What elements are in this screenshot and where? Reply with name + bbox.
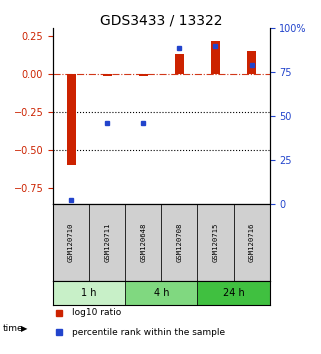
Bar [234, 204, 270, 281]
Text: 1 h: 1 h [81, 288, 97, 298]
Text: time: time [3, 324, 24, 333]
Bar [89, 204, 125, 281]
Text: GSM120711: GSM120711 [104, 223, 110, 262]
Text: GSM120716: GSM120716 [248, 223, 255, 262]
Bar [125, 204, 161, 281]
Text: GSM120708: GSM120708 [176, 223, 182, 262]
Bar [161, 204, 197, 281]
Bar [66, 74, 75, 165]
Bar [139, 74, 148, 75]
Text: 4 h: 4 h [153, 288, 169, 298]
Text: 24 h: 24 h [223, 288, 244, 298]
Bar [53, 204, 89, 281]
Bar [125, 281, 197, 305]
Bar [197, 281, 270, 305]
Bar [247, 51, 256, 74]
Bar [103, 74, 112, 75]
Bar [197, 204, 233, 281]
Text: log10 ratio: log10 ratio [73, 308, 122, 317]
Text: GSM120715: GSM120715 [213, 223, 219, 262]
Text: GSM120648: GSM120648 [140, 223, 146, 262]
Bar [175, 54, 184, 74]
Bar [211, 40, 220, 74]
Title: GDS3433 / 13322: GDS3433 / 13322 [100, 13, 222, 27]
Text: GSM120710: GSM120710 [68, 223, 74, 262]
Bar [53, 281, 125, 305]
Text: ▶: ▶ [21, 324, 27, 333]
Text: percentile rank within the sample: percentile rank within the sample [73, 328, 226, 337]
